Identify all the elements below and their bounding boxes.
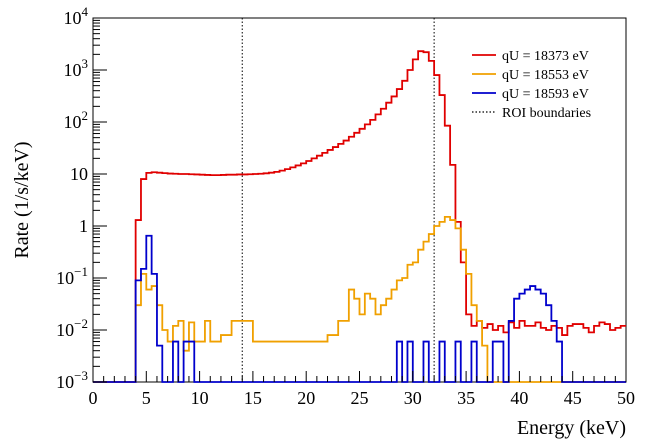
y-tick-label: 10−1	[56, 264, 88, 288]
axes: 0 5 10 15 20 25 30 35 40 45 50 10−3 10−2 10−1 1 10 102 10…	[56, 4, 635, 408]
x-tick-label: 25	[351, 388, 369, 408]
series-line-1	[93, 50, 626, 383]
series-layer	[93, 50, 626, 383]
y-tick-label: 103	[64, 56, 89, 80]
y-tick-label: 102	[64, 108, 89, 132]
x-tick-label: 50	[617, 388, 635, 408]
x-tick-label: 0	[89, 388, 98, 408]
legend-label: qU = 18553 eV	[502, 68, 589, 83]
roi-lines	[241, 18, 435, 382]
legend-label: qU = 18593 eV	[502, 87, 589, 102]
y-tick-label: 1	[79, 216, 88, 236]
x-axis-label: Energy (keV)	[517, 417, 626, 439]
x-tick-label: 15	[244, 388, 262, 408]
y-tick-label: 10	[70, 164, 88, 184]
y-tick-label: 104	[64, 4, 89, 28]
legend-label: qU = 18373 eV	[502, 49, 589, 64]
x-tick-label: 20	[297, 388, 315, 408]
x-tick-label: 40	[510, 388, 528, 408]
y-tick-label: 10−3	[56, 368, 88, 392]
series-line-3	[93, 234, 626, 383]
x-tick-label: 10	[191, 388, 209, 408]
y-axis-label: Rate (1/s/keV)	[11, 141, 33, 258]
legend: qU = 18373 eV qU = 18553 eV qU = 18593 eV R…	[472, 49, 591, 121]
x-tick-label: 45	[564, 388, 582, 408]
series-line-2	[93, 215, 626, 383]
x-tick-label: 30	[404, 388, 422, 408]
x-tick-label: 5	[142, 388, 151, 408]
y-tick-label: 10−2	[56, 316, 88, 340]
legend-label: ROI boundaries	[502, 106, 591, 121]
x-tick-label: 35	[457, 388, 475, 408]
